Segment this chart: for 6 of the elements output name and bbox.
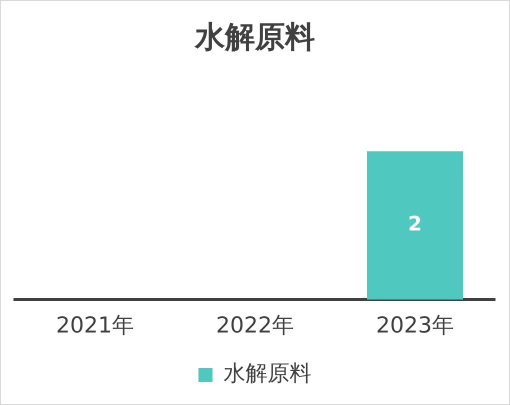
x-tick-label: 2023年 (376, 314, 454, 339)
x-tick-label: 2021年 (56, 314, 134, 339)
legend-label: 水解原料 (224, 362, 312, 387)
data-label: 2 (408, 212, 422, 236)
x-tick-label: 2022年 (216, 314, 294, 339)
chart-title: 水解原料 (194, 20, 315, 55)
